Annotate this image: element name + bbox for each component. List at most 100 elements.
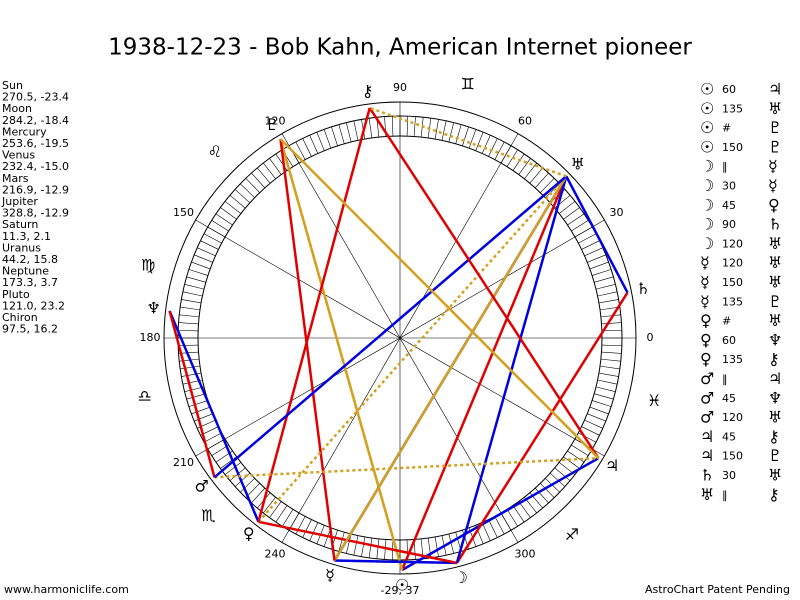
ring-tick [581, 426, 600, 436]
aspect-planet: ♂ [700, 388, 714, 407]
ring-tick [191, 261, 211, 270]
ring-tick [186, 276, 206, 283]
aspect-planet: ☿ [700, 253, 710, 272]
aspect-type: 150 [722, 141, 743, 154]
ring-tick [376, 538, 380, 559]
aspect-planet: ♃ [768, 369, 782, 388]
aspect-type: 30 [722, 180, 736, 193]
aspect-planet: ♅ [700, 485, 714, 504]
ring-tick [179, 314, 200, 318]
ring-tick [597, 379, 618, 385]
degree-label: 0 [647, 331, 654, 344]
ring-tick [567, 213, 585, 226]
ring-tick [224, 462, 242, 475]
aspect-type: 45 [722, 199, 736, 212]
aspect-type: 135 [722, 295, 743, 308]
planet-name: Mars [2, 172, 29, 185]
ring-tick [594, 393, 614, 400]
ring-tick [540, 178, 555, 193]
ring-tick [295, 141, 306, 160]
ring-tick [563, 456, 580, 469]
aspect-type: 120 [722, 257, 743, 270]
aspect-planet: ♄ [700, 466, 714, 485]
ring-tick [302, 519, 312, 538]
aspect-line [168, 310, 216, 478]
aspect-line [279, 138, 404, 571]
zodiac-sign: ♏ [201, 506, 215, 525]
planet-name: Jupiter [1, 195, 38, 208]
zodiac-sign: ♍ [141, 255, 155, 274]
aspect-line [257, 107, 371, 523]
aspect-type: 150 [722, 450, 743, 463]
ring-tick [263, 496, 276, 514]
aspect-line [168, 310, 260, 523]
chart-title: 1938-12-23 - Bob Kahn, American Internet… [108, 35, 692, 61]
ring-tick [598, 299, 619, 304]
aspect-planet: ☽ [700, 157, 714, 176]
planet-name: Chiron [2, 311, 38, 324]
planet-coords: 11.3, 2.1 [2, 230, 51, 243]
ring-tick [534, 487, 549, 504]
aspect-planet: ☽ [700, 234, 714, 253]
aspect-planet: ♄ [768, 215, 782, 234]
ring-tick [302, 138, 312, 157]
ring-tick [309, 135, 319, 154]
ring-tick [186, 393, 206, 400]
planet-coords: 328.8, -12.9 [2, 207, 69, 220]
ring-tick [316, 132, 325, 151]
ring-tick [600, 358, 621, 362]
ring-tick [234, 189, 251, 204]
ring-tick [434, 119, 439, 140]
planet-name: Uranus [2, 241, 41, 254]
ring-tick [587, 254, 606, 263]
ring-tick [215, 213, 233, 226]
aspect-type: 60 [722, 334, 736, 347]
aspect-type: 135 [722, 353, 743, 366]
degree-label: 120 [265, 114, 286, 127]
ring-tick [282, 509, 294, 527]
aspect-type: 90 [722, 218, 736, 231]
ring-tick [211, 220, 229, 232]
planet-glyph: ☽ [454, 568, 468, 587]
aspect-line [279, 138, 600, 460]
ring-tick [245, 178, 260, 193]
ring-tick [594, 276, 614, 283]
ring-tick [592, 400, 612, 407]
ring-tick [589, 261, 609, 270]
ring-tick [178, 329, 199, 332]
ring-tick [512, 505, 525, 523]
aspect-planet: ☿ [700, 292, 710, 311]
ring-tick [506, 509, 518, 527]
aspect-type: ‖ [722, 488, 728, 501]
aspect-type: 45 [722, 392, 736, 405]
zodiac-sign: ♐ [565, 525, 579, 544]
ring-tick [601, 329, 622, 332]
ring-tick [181, 299, 202, 304]
aspect-planet: ⚷ [768, 350, 780, 369]
ring-tick [599, 365, 620, 370]
ring-tick [455, 124, 462, 144]
ring-tick [220, 207, 237, 220]
ring-tick [323, 129, 332, 149]
planet-glyph: ♆ [147, 299, 161, 318]
ring-tick [563, 207, 580, 220]
ring-tick [220, 456, 237, 469]
aspect-type: 150 [722, 276, 743, 289]
ring-tick [595, 284, 616, 290]
footer-right: AstroChart Patent Pending [645, 583, 790, 596]
planet-glyph: ☉ [395, 575, 409, 594]
planet-coords: 216.9, -12.9 [2, 183, 69, 196]
ring-tick [448, 122, 454, 143]
ring-tick [203, 233, 222, 244]
aspect-line [455, 291, 629, 564]
planet-coords: 97.5, 16.2 [2, 323, 58, 336]
ring-tick [194, 413, 213, 422]
ring-tick [578, 233, 597, 244]
ring-tick [598, 372, 619, 377]
ring-tick [368, 118, 373, 139]
aspect-line [213, 175, 568, 479]
ring-tick [180, 306, 201, 311]
aspect-line [400, 175, 568, 571]
ring-tick [338, 124, 345, 144]
